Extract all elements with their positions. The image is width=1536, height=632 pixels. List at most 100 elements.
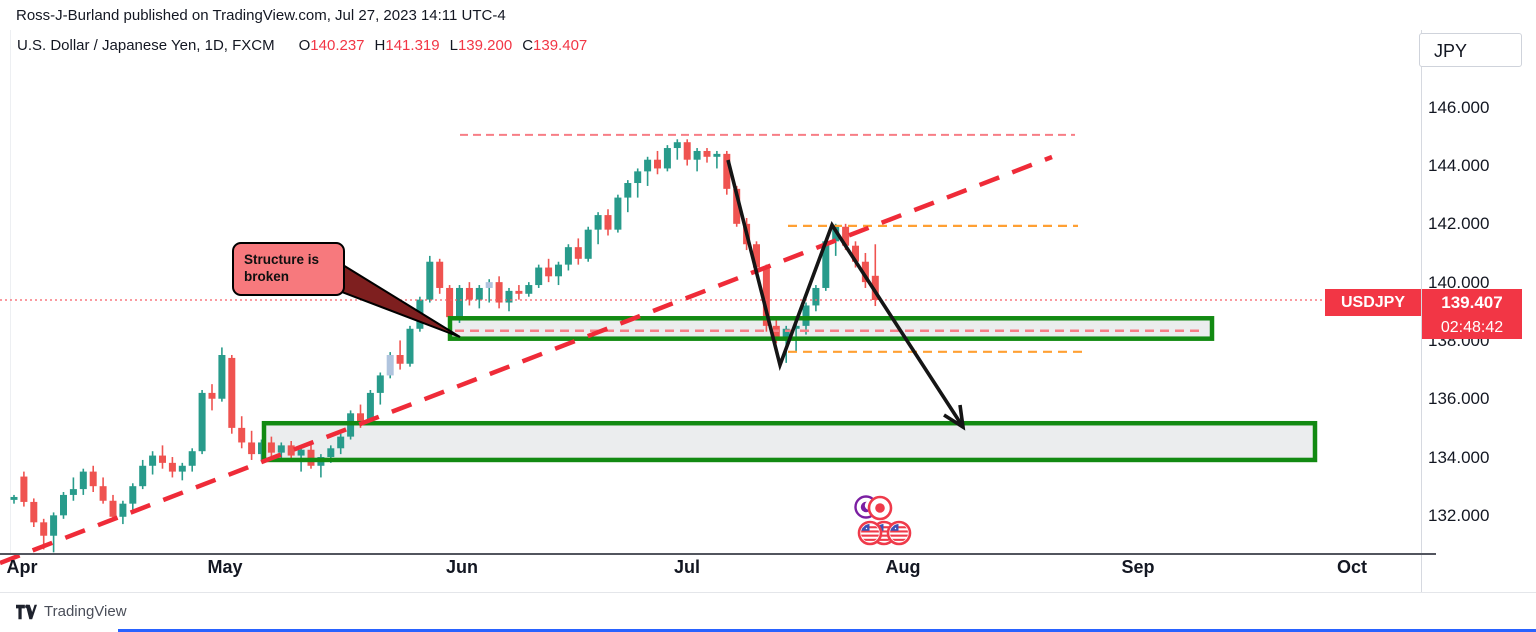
- candle-body[interactable]: [564, 247, 572, 265]
- candle-body[interactable]: [287, 445, 295, 456]
- candle-body[interactable]: [337, 436, 345, 449]
- candle-body[interactable]: [693, 150, 701, 160]
- candle-body[interactable]: [505, 290, 513, 303]
- candle-body[interactable]: [218, 355, 226, 399]
- candle-body[interactable]: [644, 159, 652, 172]
- support-zone-upper-fill[interactable]: [450, 318, 1212, 339]
- candle-body[interactable]: [228, 357, 236, 428]
- currency-badge[interactable]: JPY: [1419, 33, 1522, 67]
- candle-body[interactable]: [871, 275, 879, 300]
- candle-body[interactable]: [178, 465, 186, 472]
- candle-body[interactable]: [357, 413, 364, 423]
- candle-body[interactable]: [69, 489, 77, 495]
- structure-broken-callout[interactable]: Structure is broken: [232, 242, 345, 296]
- candle-body[interactable]: [198, 392, 206, 452]
- candle-body[interactable]: [50, 515, 58, 536]
- candle-body[interactable]: [248, 442, 256, 455]
- candle-body[interactable]: [852, 245, 859, 262]
- candle-body[interactable]: [208, 392, 216, 399]
- candle-body[interactable]: [713, 153, 721, 157]
- candle-body[interactable]: [446, 287, 454, 318]
- candle-body[interactable]: [683, 142, 691, 160]
- candle-body[interactable]: [802, 305, 810, 326]
- candle-body[interactable]: [475, 287, 483, 300]
- candle-body[interactable]: [168, 462, 176, 472]
- candle-body[interactable]: [238, 427, 246, 443]
- candle-body[interactable]: [99, 486, 107, 501]
- candle-body[interactable]: [376, 375, 384, 393]
- candle-body[interactable]: [624, 183, 632, 198]
- candle-body[interactable]: [723, 153, 731, 189]
- candle-body[interactable]: [782, 328, 790, 338]
- candle-body[interactable]: [654, 159, 661, 169]
- candle-body[interactable]: [485, 282, 493, 288]
- ohlc-high-label: H: [374, 37, 386, 54]
- candle-body[interactable]: [297, 449, 305, 456]
- candle-body[interactable]: [634, 171, 642, 184]
- candle-body[interactable]: [396, 355, 404, 364]
- tradingview-logo-icon[interactable]: [16, 604, 37, 620]
- symbol-title[interactable]: U.S. Dollar / Japanese Yen, 1D, FXCM: [17, 37, 275, 54]
- candle-body[interactable]: [60, 494, 67, 516]
- time-axis-label-oct: Oct: [1336, 557, 1368, 577]
- candle-body[interactable]: [822, 241, 830, 288]
- candle-body[interactable]: [386, 355, 394, 376]
- candle-body[interactable]: [79, 471, 87, 490]
- candle-body[interactable]: [832, 226, 840, 242]
- candle-body[interactable]: [535, 267, 543, 286]
- candle-body[interactable]: [456, 287, 463, 318]
- candle-body[interactable]: [20, 476, 28, 502]
- support-zone-upper-border[interactable]: [447, 316, 1215, 341]
- candle-body[interactable]: [574, 247, 582, 259]
- candle-body[interactable]: [109, 500, 117, 517]
- candle-body[interactable]: [188, 451, 196, 466]
- candle-body[interactable]: [861, 261, 869, 283]
- candle-body[interactable]: [277, 445, 285, 453]
- candle-body[interactable]: [40, 522, 48, 536]
- support-zone-lower-border[interactable]: [261, 420, 1318, 463]
- candle-body[interactable]: [267, 442, 275, 453]
- candle-body[interactable]: [594, 215, 602, 230]
- candle-body[interactable]: [495, 282, 503, 303]
- candle-body[interactable]: [119, 503, 127, 517]
- candle-body[interactable]: [159, 455, 166, 463]
- candle-body[interactable]: [515, 290, 523, 294]
- candle-body[interactable]: [753, 244, 760, 268]
- candle-body[interactable]: [149, 455, 157, 466]
- tradingview-brand-text[interactable]: TradingView: [44, 603, 127, 620]
- candle-body[interactable]: [792, 325, 800, 329]
- candle-body[interactable]: [406, 328, 414, 364]
- candle-body[interactable]: [10, 496, 18, 500]
- candle-body[interactable]: [426, 261, 434, 300]
- candle-body[interactable]: [30, 501, 38, 523]
- candle-body[interactable]: [555, 264, 562, 277]
- candle-body[interactable]: [703, 150, 711, 157]
- candle-body[interactable]: [842, 226, 850, 246]
- candle-body[interactable]: [258, 442, 265, 455]
- event-icon-us-flag[interactable]: [857, 520, 883, 546]
- candle-body[interactable]: [366, 392, 374, 423]
- candle-body[interactable]: [762, 267, 770, 326]
- callout-line1: Structure is: [244, 252, 320, 267]
- candle-body[interactable]: [733, 188, 741, 224]
- candle-body[interactable]: [139, 465, 147, 487]
- ascending-trendline[interactable]: [0, 154, 1053, 566]
- event-icon-us-flag[interactable]: [886, 520, 912, 546]
- candle-body[interactable]: [604, 215, 612, 230]
- candle-body[interactable]: [129, 486, 137, 504]
- support-zone-lower-fill[interactable]: [264, 423, 1315, 460]
- candle-body[interactable]: [584, 229, 592, 259]
- candle-body[interactable]: [614, 197, 622, 230]
- candle-body[interactable]: [327, 448, 335, 458]
- projection-arrow-path[interactable]: [726, 159, 965, 428]
- candle-body[interactable]: [525, 285, 533, 294]
- candle-body[interactable]: [673, 142, 681, 149]
- event-icon-japan-flag[interactable]: [867, 495, 893, 521]
- candle-body[interactable]: [663, 148, 671, 169]
- candle-body[interactable]: [545, 267, 553, 277]
- candle-body[interactable]: [812, 287, 820, 306]
- candle-body[interactable]: [465, 287, 473, 300]
- candle-body[interactable]: [89, 471, 97, 487]
- candle-body[interactable]: [436, 261, 444, 288]
